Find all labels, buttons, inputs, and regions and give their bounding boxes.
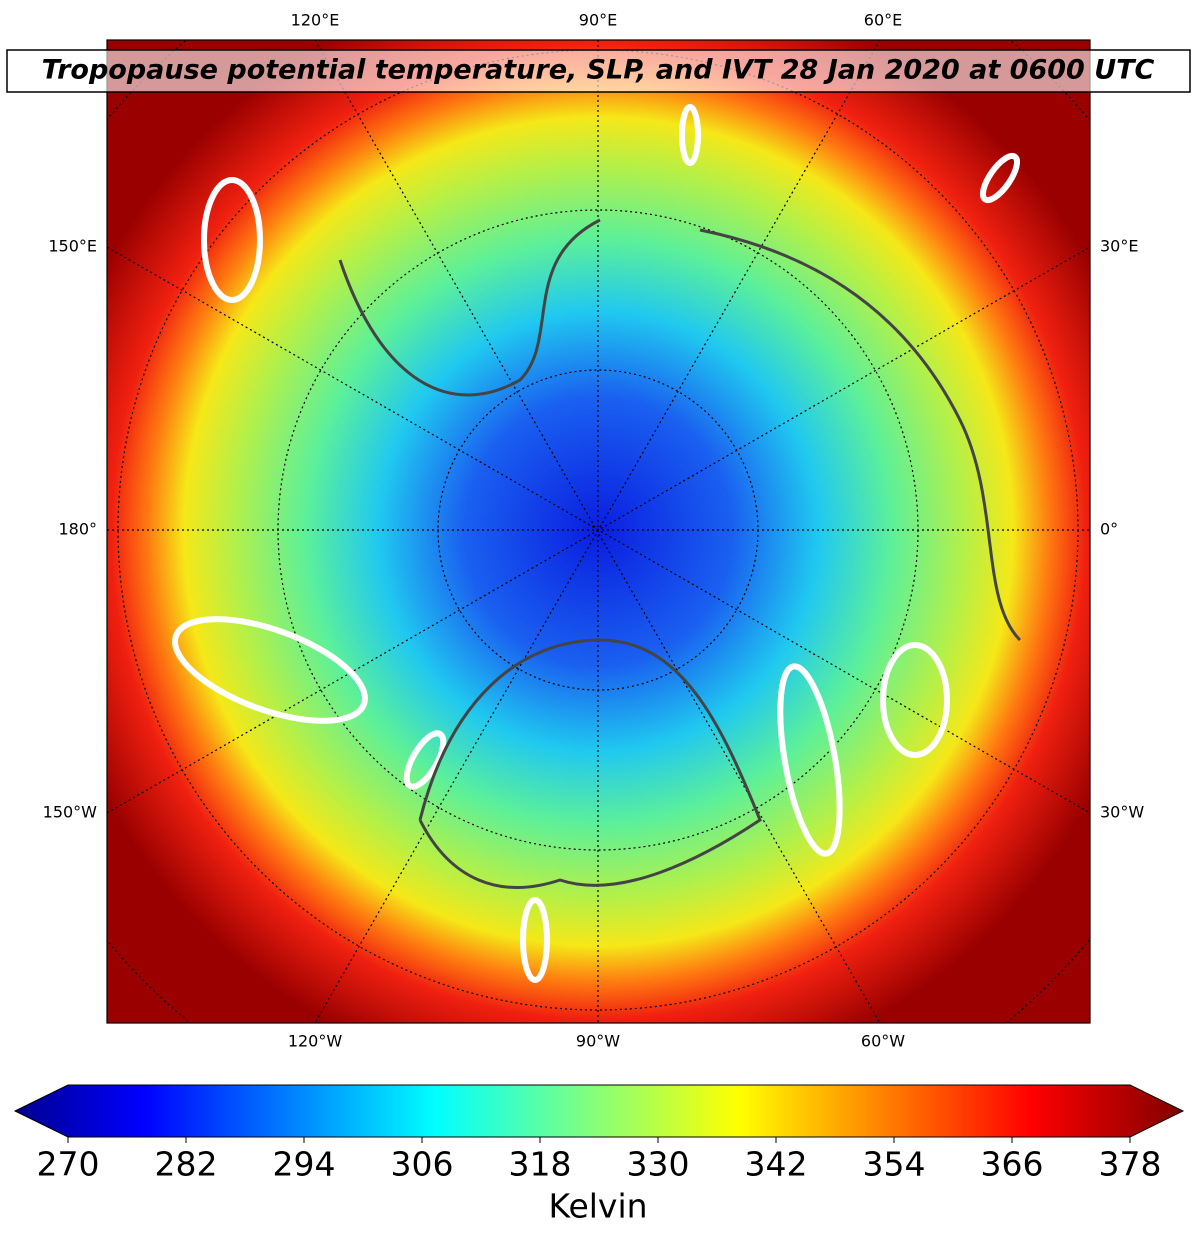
tick-label: 330 bbox=[627, 1145, 690, 1184]
colorbar-label: Kelvin bbox=[548, 1187, 647, 1226]
map bbox=[107, 40, 1090, 1023]
lon-label: 150°W bbox=[43, 803, 98, 822]
tick-label: 354 bbox=[863, 1145, 926, 1184]
tick-label: 282 bbox=[155, 1145, 218, 1184]
map-frame bbox=[106, 39, 1091, 1024]
ivt-contours bbox=[172, 104, 1021, 983]
lon-label: 180° bbox=[58, 520, 97, 539]
tick-label: 294 bbox=[273, 1145, 336, 1184]
tick-label: 306 bbox=[391, 1145, 454, 1184]
lon-label: 120°W bbox=[288, 1032, 343, 1051]
tick-label: 270 bbox=[37, 1145, 100, 1184]
lon-label: 30°E bbox=[1100, 237, 1138, 256]
lon-label: 90°W bbox=[576, 1032, 620, 1051]
tick-label: 342 bbox=[745, 1145, 808, 1184]
lon-label: 30°W bbox=[1100, 803, 1144, 822]
colorbar bbox=[13, 1084, 1185, 1138]
coastlines bbox=[338, 218, 1022, 889]
colorbar-ticks: 270 282 294 306 318 330 342 354 366 378 bbox=[37, 1137, 1162, 1184]
title-box bbox=[6, 49, 1191, 93]
tick-label: 366 bbox=[981, 1145, 1044, 1184]
tick-label: 378 bbox=[1099, 1145, 1162, 1184]
lon-label: 90°E bbox=[579, 11, 617, 30]
lon-labels: 120°E 90°E 60°E 120°W 90°W 60°W 150°E 180° 150°W… bbox=[43, 11, 1145, 1051]
lon-label: 60°W bbox=[861, 1032, 905, 1051]
lon-label: 120°E bbox=[291, 11, 340, 30]
tick-label: 318 bbox=[509, 1145, 572, 1184]
lon-label: 0° bbox=[1100, 520, 1118, 539]
lon-label: 60°E bbox=[864, 11, 902, 30]
title: Tropopause potential temperature, SLP, a… bbox=[42, 55, 1155, 86]
lon-label: 150°E bbox=[48, 237, 97, 256]
